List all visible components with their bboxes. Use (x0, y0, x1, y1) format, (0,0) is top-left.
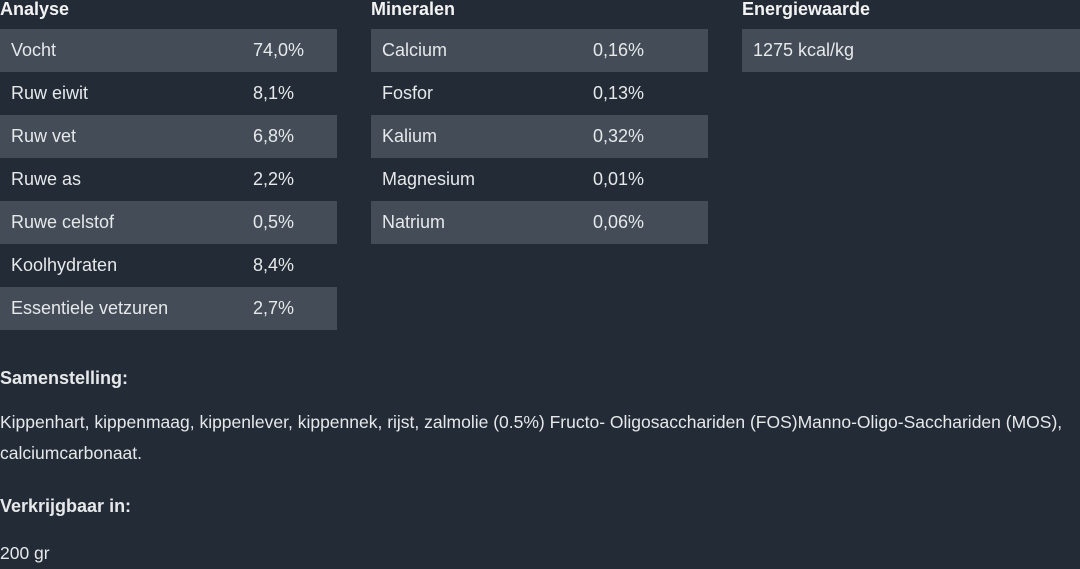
energie-table: Energiewaarde 1275 kcal/kg (742, 0, 1080, 72)
cell-value: 6,8% (253, 126, 295, 146)
cell-value: 8,4% (253, 255, 295, 275)
cell-label: Ruw vet (11, 126, 77, 146)
table-row: Magnesium 0,01% (371, 158, 708, 201)
table-row: Ruwe as 2,2% (0, 158, 337, 201)
cell-value: 8,1% (253, 83, 295, 103)
table-row: Koolhydraten 8,4% (0, 244, 337, 287)
cell-value: 0,01% (593, 169, 645, 189)
cell-label: Koolhydraten (11, 255, 118, 275)
cell-value: 2,2% (253, 169, 295, 189)
cell-label: Kalium (382, 126, 438, 146)
heading: Analyse (0, 0, 70, 19)
mineralen-table: Mineralen Calcium 0,16% Fosfor 0,13% Kalium 0,… (371, 0, 708, 244)
cell-value: 0,16% (593, 40, 645, 60)
paragraph: Kippenhart, kippenmaag, kippenlever, kip… (0, 412, 1063, 463)
cell-value: 0,5% (253, 212, 295, 232)
heading: Energiewaarde (742, 0, 871, 19)
table-row: Natrium 0,06% (371, 201, 708, 244)
cell-value: 0,06% (593, 212, 645, 232)
table-row: Essentiele vetzuren 2,7% (0, 287, 337, 330)
cell-value: 2,7% (253, 298, 295, 318)
table-row: Kalium 0,32% (371, 115, 708, 158)
heading: Samenstelling: (0, 368, 129, 388)
cell-label: Ruw eiwit (11, 83, 89, 103)
heading: Verkrijgbaar in: (0, 496, 132, 516)
cell-label: Natrium (382, 212, 446, 232)
table-row: Ruw eiwit 8,1% (0, 72, 337, 115)
cell-label: Vocht (11, 40, 57, 60)
cell-label: Fosfor (382, 83, 434, 103)
cell-label: Ruwe celstof (11, 212, 115, 232)
cell-label: 1275 kcal/kg (753, 40, 855, 60)
verkrijgbaar: Verkrijgbaar in: 200 gr (0, 496, 1080, 569)
table-row: 1275 kcal/kg (742, 29, 1080, 72)
cell-label: Essentiele vetzuren (11, 298, 169, 318)
cell-label: Calcium (382, 40, 448, 60)
cell-value: 74,0% (253, 40, 305, 60)
cell-value: 0,32% (593, 126, 645, 146)
paragraph: 200 gr (0, 543, 50, 563)
table-row: Ruw vet 6,8% (0, 115, 337, 158)
samenstelling: Samenstelling: Kippenhart, kippenmaag, k… (0, 368, 1080, 469)
table-row: Vocht 74,0% (0, 29, 337, 72)
table-row: Ruwe celstof 0,5% (0, 201, 337, 244)
cell-value: 0,13% (593, 83, 645, 103)
analyse-table: Analyse Vocht 74,0% Ruw eiwit 8,1% Ruw vet 6,8… (0, 0, 337, 330)
cell-label: Magnesium (382, 169, 476, 189)
table-row: Fosfor 0,13% (371, 72, 708, 115)
cell-label: Ruwe as (11, 169, 82, 189)
heading: Mineralen (371, 0, 456, 19)
table-row: Calcium 0,16% (371, 29, 708, 72)
